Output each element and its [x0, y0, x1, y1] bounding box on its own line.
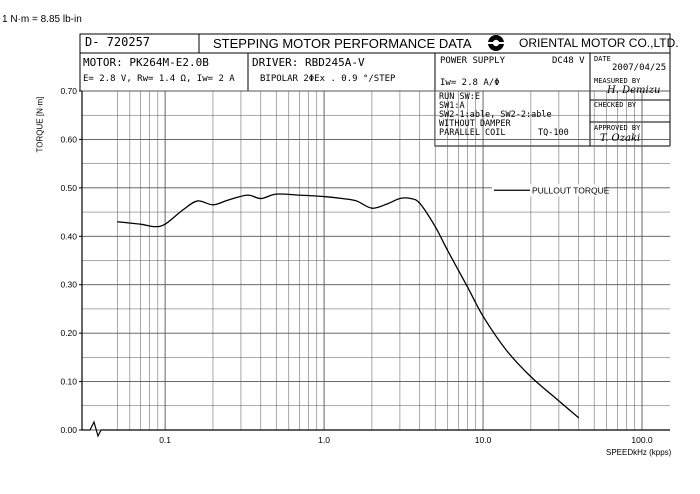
pullout-torque-line — [117, 193, 580, 419]
sheet-title: STEPPING MOTOR PERFORMANCE DATA — [213, 36, 472, 51]
legend-background — [492, 184, 604, 197]
approved-by-signature: T. Ozaki — [600, 133, 641, 144]
driver-model: DRIVER: RBD245A-V — [252, 56, 365, 69]
legend-label: PULLOUT TORQUE — [532, 185, 610, 195]
condition-sw2: SW2-1:able, SW2-2:able — [439, 110, 552, 120]
x-axis-label: SPEEDkHz (kpps) — [606, 448, 672, 457]
power-supply-label: POWER SUPPLY — [440, 56, 506, 66]
motor-params: E= 2.8 V, Rw= 1.4 Ω, Iw= 2 A — [83, 74, 235, 84]
x-tick-label: 1.0 — [318, 435, 330, 445]
phase-current: Iw= 2.8 A/Φ — [440, 78, 500, 88]
torque-plot: 0.00 0.10 0.20 0.30 0.40 0.50 0.60 0.70 0.1 1.0 10… — [60, 86, 670, 445]
x-tick-label: 0.1 — [159, 435, 171, 445]
y-axis-label: TORQUE [N·m] — [35, 96, 45, 153]
condition-run-sw: RUN SW:E — [439, 92, 480, 102]
x-tick-label: 10.0 — [475, 435, 492, 445]
driver-params: BIPOLAR 2ΦEx . 0.9 °/STEP — [260, 74, 396, 84]
date-value: 2007/04/25 — [612, 63, 667, 73]
condition-sw1: SW1:A — [439, 101, 465, 111]
y-tick-label: 0.40 — [60, 231, 77, 241]
y-tick-label: 0.30 — [60, 280, 77, 290]
y-tick-label: 0.50 — [60, 183, 77, 193]
condition-damper: WITHOUT DAMPER — [439, 119, 511, 129]
motor-model: MOTOR: PK264M-E2.0B — [83, 56, 209, 69]
approved-by-label: APPROVED BY — [594, 124, 641, 132]
company-name: ORIENTAL MOTOR CO.,LTD. — [519, 36, 679, 50]
oriental-motor-logo — [488, 35, 504, 51]
x-tick-label: 100.0 — [631, 435, 653, 445]
date-label: DATE — [594, 55, 611, 63]
measured-by-signature: H. Demizu — [607, 85, 661, 96]
checked-by-label: CHECKED BY — [594, 101, 637, 109]
axis-break-mark — [89, 420, 102, 438]
y-tick-label: 0.00 — [60, 425, 77, 435]
measured-by-label: MEASURED BY — [594, 77, 641, 85]
y-tick-label: 0.60 — [60, 134, 77, 144]
header-frame — [79, 33, 671, 147]
coil-connection: PARALLEL COIL — [439, 128, 506, 138]
y-tick-label: 0.20 — [60, 328, 77, 338]
y-tick-label: 0.70 — [60, 86, 77, 96]
power-supply-value: DC48 V — [552, 56, 585, 66]
tester-model: TQ-100 — [538, 128, 569, 138]
document-id: D- 720257 — [85, 35, 151, 49]
y-tick-label: 0.10 — [60, 377, 77, 387]
unit-conversion-note: 1 N·m = 8.85 lb-in — [2, 14, 82, 25]
